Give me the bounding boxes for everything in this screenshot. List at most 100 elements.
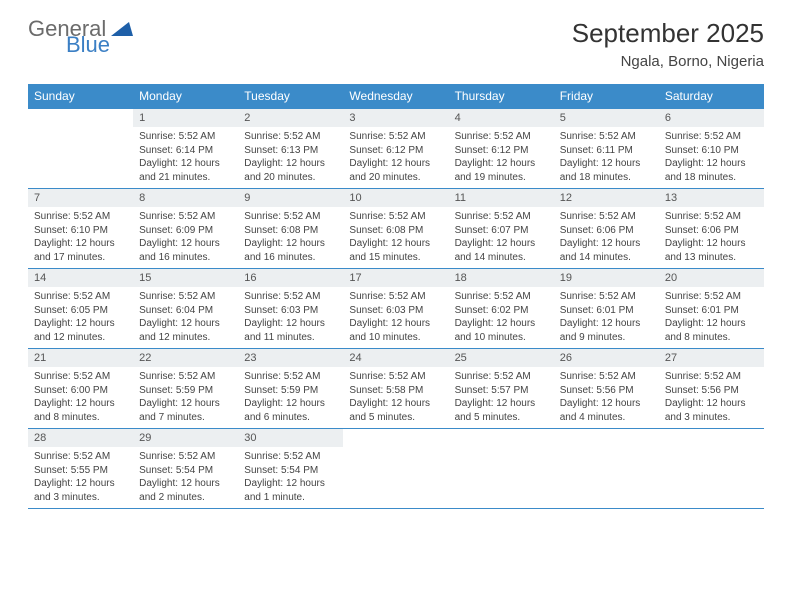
calendar-day: 3Sunrise: 5:52 AMSunset: 6:12 PMDaylight… xyxy=(343,109,448,188)
calendar-day: 28Sunrise: 5:52 AMSunset: 5:55 PMDayligh… xyxy=(28,429,133,508)
dow-header: Sunday xyxy=(28,84,133,108)
day-info: Sunrise: 5:52 AMSunset: 6:04 PMDaylight:… xyxy=(133,287,238,344)
day-number: 5 xyxy=(554,109,659,127)
calendar-day: 5Sunrise: 5:52 AMSunset: 6:11 PMDaylight… xyxy=(554,109,659,188)
day-info: Sunrise: 5:52 AMSunset: 6:09 PMDaylight:… xyxy=(133,207,238,264)
day-info: Sunrise: 5:52 AMSunset: 6:10 PMDaylight:… xyxy=(659,127,764,184)
calendar-day: 23Sunrise: 5:52 AMSunset: 5:59 PMDayligh… xyxy=(238,349,343,428)
calendar-day: 27Sunrise: 5:52 AMSunset: 5:56 PMDayligh… xyxy=(659,349,764,428)
calendar-week: 1Sunrise: 5:52 AMSunset: 6:14 PMDaylight… xyxy=(28,108,764,188)
day-number: 19 xyxy=(554,269,659,287)
calendar-day: 22Sunrise: 5:52 AMSunset: 5:59 PMDayligh… xyxy=(133,349,238,428)
calendar-day: 21Sunrise: 5:52 AMSunset: 6:00 PMDayligh… xyxy=(28,349,133,428)
calendar-day: 7Sunrise: 5:52 AMSunset: 6:10 PMDaylight… xyxy=(28,189,133,268)
calendar-week: 7Sunrise: 5:52 AMSunset: 6:10 PMDaylight… xyxy=(28,188,764,268)
day-number: 4 xyxy=(449,109,554,127)
day-info: Sunrise: 5:52 AMSunset: 6:06 PMDaylight:… xyxy=(659,207,764,264)
day-info: Sunrise: 5:52 AMSunset: 6:11 PMDaylight:… xyxy=(554,127,659,184)
day-number: 22 xyxy=(133,349,238,367)
day-number: 8 xyxy=(133,189,238,207)
day-number: 14 xyxy=(28,269,133,287)
day-info: Sunrise: 5:52 AMSunset: 6:13 PMDaylight:… xyxy=(238,127,343,184)
day-number: 24 xyxy=(343,349,448,367)
calendar-day: 15Sunrise: 5:52 AMSunset: 6:04 PMDayligh… xyxy=(133,269,238,348)
day-info: Sunrise: 5:52 AMSunset: 6:08 PMDaylight:… xyxy=(238,207,343,264)
day-number: 1 xyxy=(133,109,238,127)
day-number: 30 xyxy=(238,429,343,447)
header: General Blue September 2025 Ngala, Borno… xyxy=(0,0,792,78)
dow-header: Monday xyxy=(133,84,238,108)
day-info: Sunrise: 5:52 AMSunset: 5:59 PMDaylight:… xyxy=(238,367,343,424)
day-info: Sunrise: 5:52 AMSunset: 6:12 PMDaylight:… xyxy=(343,127,448,184)
dow-header: Thursday xyxy=(449,84,554,108)
day-info: Sunrise: 5:52 AMSunset: 5:59 PMDaylight:… xyxy=(133,367,238,424)
calendar-day: 14Sunrise: 5:52 AMSunset: 6:05 PMDayligh… xyxy=(28,269,133,348)
day-info: Sunrise: 5:52 AMSunset: 6:14 PMDaylight:… xyxy=(133,127,238,184)
day-number: 17 xyxy=(343,269,448,287)
calendar-day: 29Sunrise: 5:52 AMSunset: 5:54 PMDayligh… xyxy=(133,429,238,508)
day-info: Sunrise: 5:52 AMSunset: 6:05 PMDaylight:… xyxy=(28,287,133,344)
day-info: Sunrise: 5:52 AMSunset: 6:12 PMDaylight:… xyxy=(449,127,554,184)
logo-word-2: Blue xyxy=(66,34,133,56)
calendar-day-empty xyxy=(554,429,659,508)
calendar-day: 24Sunrise: 5:52 AMSunset: 5:58 PMDayligh… xyxy=(343,349,448,428)
day-number: 21 xyxy=(28,349,133,367)
calendar-day: 11Sunrise: 5:52 AMSunset: 6:07 PMDayligh… xyxy=(449,189,554,268)
calendar-day-empty xyxy=(449,429,554,508)
calendar-week: 14Sunrise: 5:52 AMSunset: 6:05 PMDayligh… xyxy=(28,268,764,348)
calendar-day: 17Sunrise: 5:52 AMSunset: 6:03 PMDayligh… xyxy=(343,269,448,348)
dow-row: SundayMondayTuesdayWednesdayThursdayFrid… xyxy=(28,84,764,108)
day-number: 20 xyxy=(659,269,764,287)
calendar-day: 16Sunrise: 5:52 AMSunset: 6:03 PMDayligh… xyxy=(238,269,343,348)
day-number: 9 xyxy=(238,189,343,207)
day-info: Sunrise: 5:52 AMSunset: 6:10 PMDaylight:… xyxy=(28,207,133,264)
title-block: September 2025 Ngala, Borno, Nigeria xyxy=(572,18,764,70)
day-number xyxy=(449,429,554,447)
dow-header: Friday xyxy=(554,84,659,108)
calendar-day: 1Sunrise: 5:52 AMSunset: 6:14 PMDaylight… xyxy=(133,109,238,188)
calendar-day: 2Sunrise: 5:52 AMSunset: 6:13 PMDaylight… xyxy=(238,109,343,188)
calendar-day: 8Sunrise: 5:52 AMSunset: 6:09 PMDaylight… xyxy=(133,189,238,268)
day-number: 12 xyxy=(554,189,659,207)
day-info: Sunrise: 5:52 AMSunset: 6:08 PMDaylight:… xyxy=(343,207,448,264)
day-number: 11 xyxy=(449,189,554,207)
day-info: Sunrise: 5:52 AMSunset: 5:58 PMDaylight:… xyxy=(343,367,448,424)
calendar-week: 28Sunrise: 5:52 AMSunset: 5:55 PMDayligh… xyxy=(28,428,764,509)
day-number xyxy=(28,109,133,127)
dow-header: Tuesday xyxy=(238,84,343,108)
calendar-day: 18Sunrise: 5:52 AMSunset: 6:02 PMDayligh… xyxy=(449,269,554,348)
day-info: Sunrise: 5:52 AMSunset: 5:54 PMDaylight:… xyxy=(133,447,238,504)
day-number: 3 xyxy=(343,109,448,127)
calendar-day-empty xyxy=(28,109,133,188)
page-title: September 2025 xyxy=(572,18,764,49)
calendar-weeks: 1Sunrise: 5:52 AMSunset: 6:14 PMDaylight… xyxy=(28,108,764,509)
day-number xyxy=(554,429,659,447)
day-number: 18 xyxy=(449,269,554,287)
dow-header: Wednesday xyxy=(343,84,448,108)
calendar-day: 9Sunrise: 5:52 AMSunset: 6:08 PMDaylight… xyxy=(238,189,343,268)
day-info: Sunrise: 5:52 AMSunset: 5:57 PMDaylight:… xyxy=(449,367,554,424)
day-number: 7 xyxy=(28,189,133,207)
day-number: 15 xyxy=(133,269,238,287)
day-info: Sunrise: 5:52 AMSunset: 6:03 PMDaylight:… xyxy=(238,287,343,344)
day-number: 25 xyxy=(449,349,554,367)
day-number: 10 xyxy=(343,189,448,207)
calendar-day-empty xyxy=(659,429,764,508)
calendar-day: 26Sunrise: 5:52 AMSunset: 5:56 PMDayligh… xyxy=(554,349,659,428)
day-number: 23 xyxy=(238,349,343,367)
day-info: Sunrise: 5:52 AMSunset: 6:01 PMDaylight:… xyxy=(554,287,659,344)
day-number: 2 xyxy=(238,109,343,127)
day-number xyxy=(343,429,448,447)
calendar-day: 6Sunrise: 5:52 AMSunset: 6:10 PMDaylight… xyxy=(659,109,764,188)
day-info: Sunrise: 5:52 AMSunset: 6:03 PMDaylight:… xyxy=(343,287,448,344)
calendar-week: 21Sunrise: 5:52 AMSunset: 6:00 PMDayligh… xyxy=(28,348,764,428)
calendar-day: 4Sunrise: 5:52 AMSunset: 6:12 PMDaylight… xyxy=(449,109,554,188)
day-number: 13 xyxy=(659,189,764,207)
day-number: 6 xyxy=(659,109,764,127)
day-info: Sunrise: 5:52 AMSunset: 6:06 PMDaylight:… xyxy=(554,207,659,264)
day-info: Sunrise: 5:52 AMSunset: 6:07 PMDaylight:… xyxy=(449,207,554,264)
day-info: Sunrise: 5:52 AMSunset: 5:54 PMDaylight:… xyxy=(238,447,343,504)
day-number: 28 xyxy=(28,429,133,447)
dow-header: Saturday xyxy=(659,84,764,108)
calendar-day-empty xyxy=(343,429,448,508)
